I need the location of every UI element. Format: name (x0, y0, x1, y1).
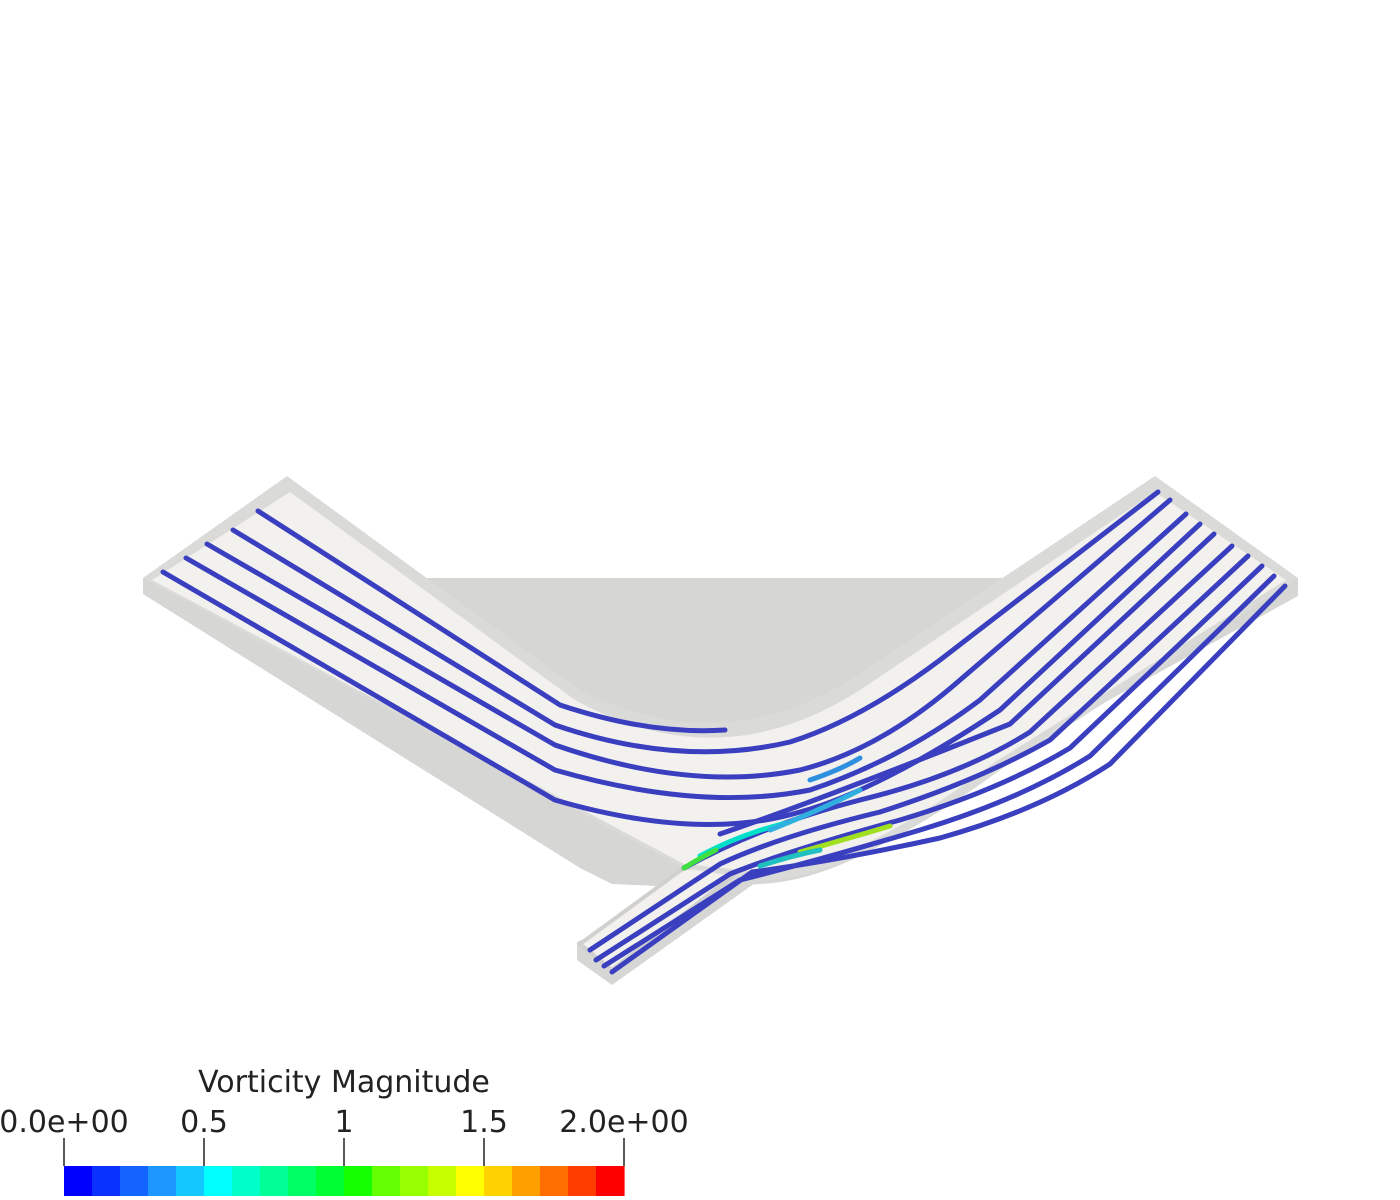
colorbar-tick-label: 0.5 (180, 1105, 228, 1140)
streamline-8 (587, 553, 1251, 953)
highlight-cyan-2 (767, 787, 863, 833)
streamlines (160, 489, 1288, 975)
colorbar-swatches (64, 1166, 625, 1196)
colorbar-swatch (316, 1166, 345, 1196)
streamline-6 (717, 531, 1217, 837)
colorbar-tick-labels: 0.0e+00 0.5 1 1.5 2.0e+00 (0, 1105, 689, 1140)
channel-top-rim (143, 476, 1298, 880)
colorbar-tick-label: 2.0e+00 (559, 1105, 688, 1140)
colorbar-swatch (92, 1166, 121, 1196)
colorbar-swatch (288, 1166, 317, 1196)
vorticity-highlights (681, 755, 893, 871)
streamline-9 (593, 563, 1265, 963)
colorbar-swatch (64, 1166, 93, 1196)
colorbar-swatch (400, 1166, 429, 1196)
colorbar-swatch (176, 1166, 205, 1196)
streamline-1 (255, 508, 728, 734)
colorbar-swatch (456, 1166, 485, 1196)
colorbar-swatch (540, 1166, 569, 1196)
colorbar-swatch (484, 1166, 513, 1196)
colorbar-tick-label: 1 (334, 1105, 353, 1140)
colorbar-swatch (260, 1166, 289, 1196)
colorbar-tick-label: 1.5 (460, 1105, 508, 1140)
colorbar-swatch (428, 1166, 457, 1196)
colorbar-swatch (568, 1166, 597, 1196)
colorbar-swatch (232, 1166, 261, 1196)
colorbar-swatch (344, 1166, 373, 1196)
highlight-cyan-3 (757, 847, 823, 869)
streamline-4 (183, 511, 1189, 801)
colorbar: Vorticity Magnitude 0.0e+00 0.5 1 1.5 2.0e+0… (0, 1065, 689, 1196)
streamline-3 (204, 497, 1173, 780)
colorbar-swatch (204, 1166, 233, 1196)
colorbar-swatch (596, 1166, 625, 1196)
colorbar-swatch (120, 1166, 149, 1196)
streamline-7 (681, 543, 1235, 871)
colorbar-tick-label: 0.0e+00 (0, 1105, 129, 1140)
colorbar-swatch (148, 1166, 177, 1196)
streamline-5 (160, 521, 1203, 827)
streamline-11 (609, 583, 1288, 975)
highlight-green-1 (681, 847, 719, 871)
colorbar-swatch (512, 1166, 541, 1196)
streamline-2 (230, 489, 1161, 755)
colorbar-title: Vorticity Magnitude (198, 1065, 490, 1100)
colorbar-swatch (372, 1166, 401, 1196)
highlight-cyan-4 (807, 755, 863, 783)
colorbar-ticks (63, 1138, 625, 1166)
highlight-yellowgreen-1 (797, 823, 893, 855)
